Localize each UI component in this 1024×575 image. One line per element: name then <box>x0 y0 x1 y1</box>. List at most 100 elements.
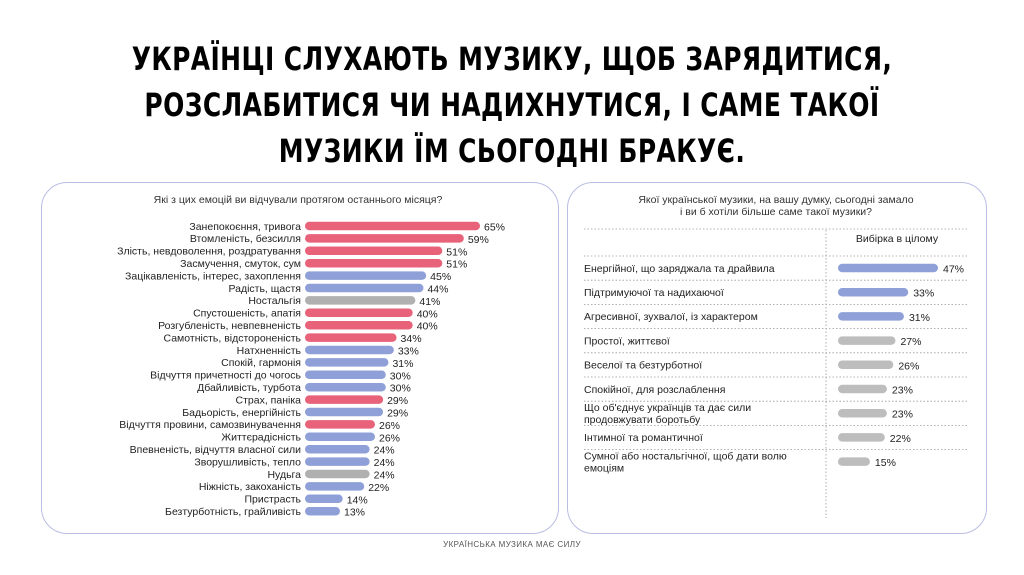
music-demand-value-label: 27% <box>900 336 921 348</box>
emotion-bar <box>305 258 443 268</box>
emotion-bar <box>305 271 427 280</box>
emotion-bar <box>305 333 397 342</box>
emotion-category-label: Спустошеність, апатія <box>193 308 301 320</box>
emotion-category-label: Відчуття провини, самозвинувачення <box>119 419 301 431</box>
emotions-chart-title: Які з цих емоцій ви відчували протягом о… <box>153 194 443 206</box>
emotion-value-label: 24% <box>374 457 395 469</box>
emotion-bar <box>305 221 480 231</box>
emotion-value-label: 33% <box>398 346 419 358</box>
emotion-category-label: Зацікавленість, інтерес, захоплення <box>125 270 301 282</box>
music-demand-bar <box>838 384 887 394</box>
emotion-category-label: Радість, щастя <box>228 283 301 295</box>
emotions-chart-panel <box>41 182 559 534</box>
emotion-category-label: Дбайливість, турбота <box>197 382 301 394</box>
music-demand-value-label: 22% <box>890 433 911 445</box>
emotion-value-label: 26% <box>379 420 400 432</box>
emotion-value-label: 24% <box>374 445 395 457</box>
emotion-value-label: 26% <box>379 432 400 444</box>
emotion-bar <box>305 283 424 293</box>
music-demand-bar <box>838 360 894 370</box>
emotion-category-label: Розгубленість, невпевненість <box>158 320 301 332</box>
emotion-value-label: 30% <box>390 383 411 395</box>
emotion-bar <box>305 296 416 305</box>
emotion-value-label: 45% <box>430 271 451 283</box>
emotion-bar <box>305 407 384 417</box>
emotion-value-label: 29% <box>387 408 408 420</box>
emotion-category-label: Страх, паніка <box>236 394 302 406</box>
emotion-value-label: 34% <box>401 333 422 345</box>
music-demand-value-label: 23% <box>892 385 913 397</box>
music-demand-value-label: 26% <box>898 360 919 372</box>
emotion-category-label: Засмучення, смуток, сум <box>180 258 301 270</box>
music-demand-bar <box>838 312 904 321</box>
emotion-bar <box>305 420 375 429</box>
column-header-label: Вибірка в цілому <box>856 233 939 245</box>
music-demand-bar-chart: Вибірка в цілому Енергійної, що заряджала… <box>584 228 968 518</box>
emotion-category-label: Ностальгія <box>248 295 301 307</box>
music-demand-bar <box>838 433 885 442</box>
emotion-category-label: Нудьга <box>267 469 301 481</box>
emotion-category-label: Занепокоєння, тривога <box>189 221 301 233</box>
music-category-label: Веселої та безтурботної <box>584 360 702 372</box>
emotion-value-label: 14% <box>347 494 368 506</box>
emotion-category-label: Втомленість, безсилля <box>190 233 301 245</box>
emotion-bar <box>305 370 386 380</box>
emotion-bar <box>305 432 375 442</box>
emotion-category-label: Натхненність <box>237 345 302 357</box>
emotions-bar-chart: Занепокоєння, тривога 65% Втомленість, без… <box>117 221 505 519</box>
emotion-value-label: 31% <box>392 358 413 370</box>
emotion-category-label: Впевненість, відчуття власної сили <box>130 444 301 456</box>
music-category-label: Інтимної та романтичної <box>584 432 703 444</box>
headline-line-3: МУЗИКИ ЇМ СЬОГОДНІ БРАКУЄ. <box>278 132 746 170</box>
music-category-label: Простої, життєвої <box>584 335 670 347</box>
music-category-label: емоціям <box>584 462 624 474</box>
emotion-category-label: Відчуття причетності до чогось <box>150 370 301 382</box>
headline-line-1: УКРАЇНЦІ СЛУХАЮТЬ МУЗИКУ, ЩОБ ЗАРЯДИТИСЯ… <box>131 40 893 78</box>
emotion-bar <box>305 469 370 479</box>
emotion-value-label: 41% <box>419 296 440 308</box>
music-demand-bar <box>838 336 896 345</box>
emotion-value-label: 24% <box>374 470 395 482</box>
music-category-label: продовжувати боротьбу <box>584 414 701 426</box>
emotion-category-label: Спокій, гармонія <box>221 357 301 369</box>
music-category-label: Сумної або ностальгічної, щоб дати волю <box>584 450 787 462</box>
headline-line-2: РОЗСЛАБИТИСЯ ЧИ НАДИХНУТИСЯ, І САМЕ ТАКО… <box>144 86 880 124</box>
music-category-label: Підтримуючої та надихаючої <box>584 287 724 299</box>
emotion-bar <box>305 506 340 516</box>
emotion-value-label: 59% <box>468 234 489 246</box>
music-demand-value-label: 47% <box>943 264 964 276</box>
emotion-bar <box>305 494 343 504</box>
music-demand-title-line-2: і ви б хотіли більше саме такої музики? <box>679 206 872 218</box>
emotion-category-label: Самотність, відстороненість <box>164 332 302 344</box>
music-category-label: Спокійної, для розслаблення <box>584 384 725 396</box>
emotion-category-label: Безтурботність, грайливість <box>165 506 301 518</box>
music-demand-bar <box>838 287 909 297</box>
emotion-value-label: 40% <box>417 308 438 320</box>
emotion-bar <box>305 444 370 454</box>
emotion-bar <box>305 358 389 367</box>
emotion-category-label: Злість, невдоволення, роздратування <box>117 246 301 258</box>
emotion-bar <box>305 395 384 404</box>
emotion-bar <box>305 482 365 491</box>
music-demand-bar <box>838 408 887 418</box>
music-category-label: Агресивної, зухвалої, із характером <box>584 311 758 323</box>
music-demand-chart-panel <box>567 182 987 534</box>
emotion-category-label: Пристрасть <box>244 494 301 506</box>
music-demand-value-label: 33% <box>913 288 934 300</box>
music-demand-value-label: 31% <box>909 312 930 324</box>
music-category-label: Що об'єднує українців та дає сили <box>584 402 751 414</box>
emotion-category-label: Життєрадісність <box>221 432 301 444</box>
emotion-category-label: Бадьорість, енергійність <box>182 407 301 419</box>
emotion-bar <box>305 234 464 243</box>
emotion-category-label: Зворушливість, тепло <box>194 456 301 468</box>
music-category-label: Енергійної, що заряджала та драйвила <box>584 263 775 275</box>
music-demand-title-line-1: Якої української музики, на вашу думку, … <box>638 194 914 206</box>
emotion-value-label: 65% <box>484 222 505 234</box>
emotion-bar <box>305 246 443 256</box>
music-demand-chart-title: Якої української музики, на вашу думку, … <box>577 194 975 218</box>
emotion-category-label: Ніжність, закоханість <box>199 481 302 493</box>
emotion-value-label: 30% <box>390 370 411 382</box>
music-demand-bar <box>838 457 870 466</box>
emotion-bar <box>305 382 386 392</box>
